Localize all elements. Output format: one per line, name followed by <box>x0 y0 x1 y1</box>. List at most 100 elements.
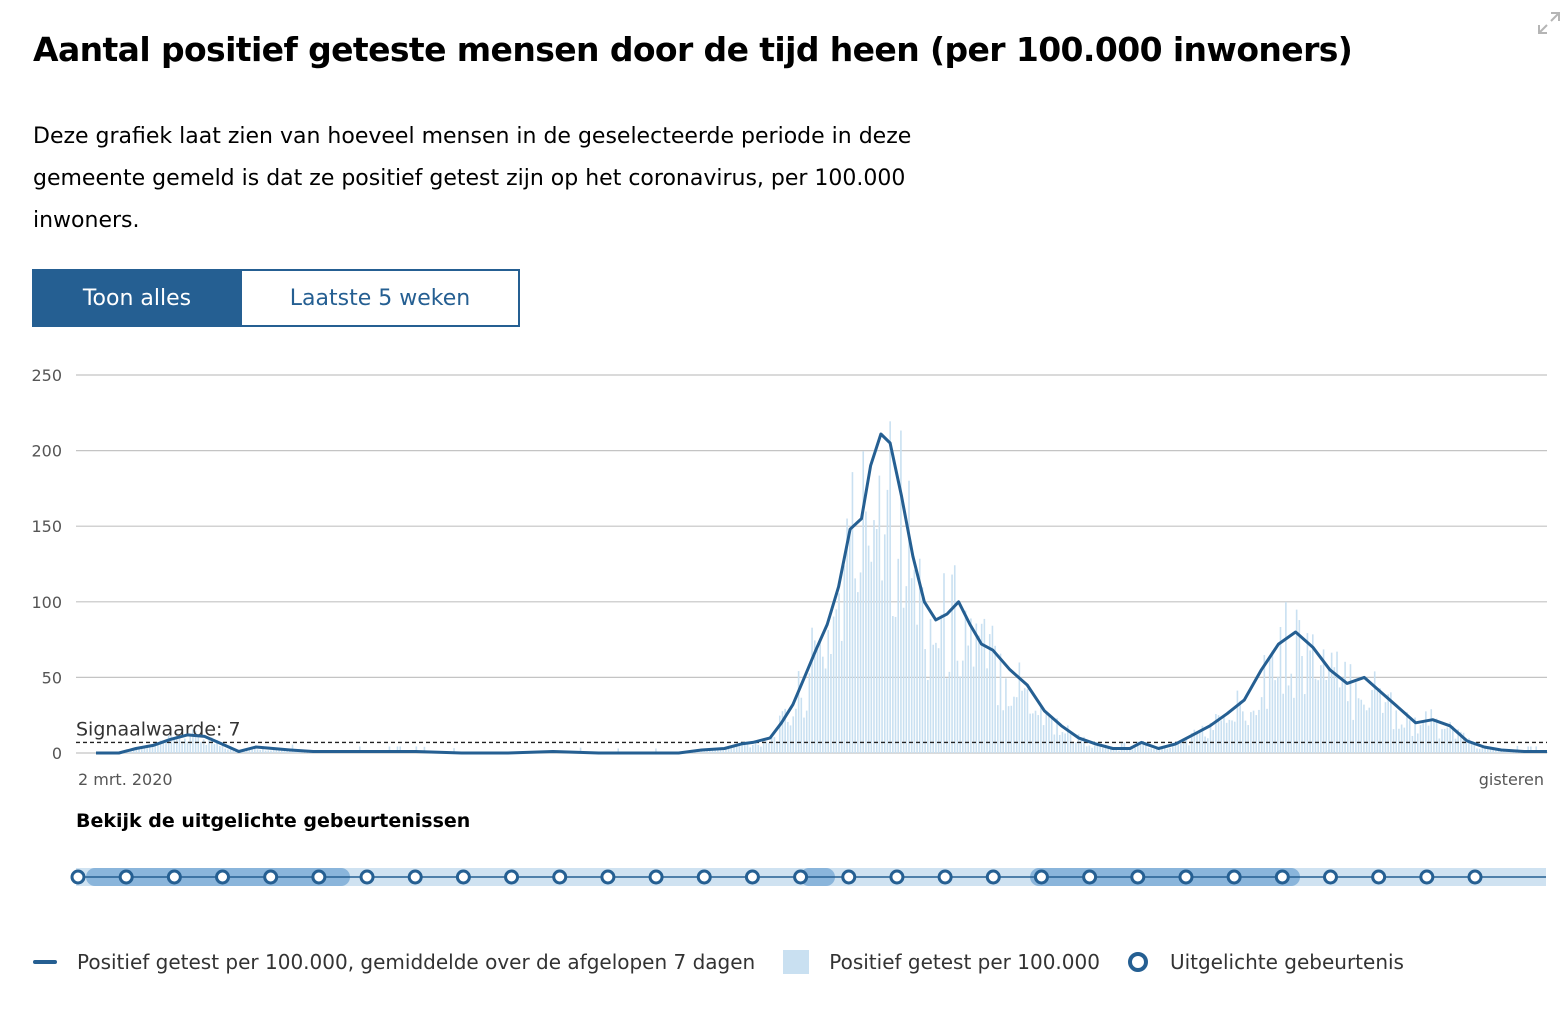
event-marker[interactable] <box>696 869 712 885</box>
daily-bar <box>964 610 967 753</box>
event-marker[interactable] <box>1467 869 1483 885</box>
daily-bar <box>235 751 237 753</box>
event-marker[interactable] <box>648 869 664 885</box>
event-marker[interactable] <box>1130 869 1146 885</box>
daily-bar <box>1142 741 1144 753</box>
event-marker[interactable] <box>1226 869 1242 885</box>
laatste-5-weken-button[interactable]: Laatste 5 weken <box>242 269 520 327</box>
daily-bar <box>875 529 878 753</box>
daily-bar <box>210 737 213 753</box>
daily-bar <box>184 738 186 753</box>
event-marker[interactable] <box>1082 869 1098 885</box>
daily-bar <box>1231 720 1233 753</box>
daily-bar <box>248 748 251 753</box>
average-line <box>96 432 1547 755</box>
event-marker[interactable] <box>359 869 375 885</box>
event-marker[interactable] <box>263 869 279 885</box>
daily-bar <box>1201 725 1204 753</box>
daily-bar <box>1196 733 1198 753</box>
daily-bar <box>229 749 232 753</box>
daily-bar <box>1013 696 1015 753</box>
x-end-label: gisteren <box>1478 770 1544 789</box>
daily-bar <box>749 747 751 753</box>
daily-bar <box>149 745 151 753</box>
daily-bar <box>388 746 391 753</box>
daily-bar <box>219 746 221 753</box>
event-marker[interactable] <box>793 869 809 885</box>
event-marker[interactable] <box>215 869 231 885</box>
daily-bar <box>1433 721 1435 753</box>
daily-bar <box>816 645 819 753</box>
event-marker[interactable] <box>552 869 568 885</box>
daily-bar <box>819 638 821 753</box>
event-marker[interactable] <box>70 869 86 885</box>
daily-bar <box>1236 690 1239 753</box>
daily-bar <box>778 715 781 753</box>
daily-bar <box>881 580 883 753</box>
event-marker[interactable] <box>985 869 1001 885</box>
daily-bar <box>278 748 280 753</box>
events-timeline[interactable] <box>0 855 1564 900</box>
daily-bar <box>1252 710 1255 753</box>
daily-bar <box>1314 678 1317 753</box>
event-marker[interactable] <box>407 869 423 885</box>
event-marker[interactable] <box>1371 869 1387 885</box>
event-marker[interactable] <box>504 869 520 885</box>
daily-bar <box>1091 747 1093 753</box>
daily-bar <box>1352 719 1354 753</box>
daily-bar <box>703 751 706 753</box>
daily-bar <box>822 656 824 753</box>
daily-bar <box>735 745 738 753</box>
daily-bar <box>280 749 283 753</box>
event-marker[interactable] <box>166 869 182 885</box>
daily-bar <box>983 618 986 753</box>
daily-bar <box>999 653 1002 753</box>
daily-bar <box>1295 609 1298 753</box>
daily-bar <box>897 558 900 753</box>
daily-bar <box>1169 747 1171 753</box>
daily-bar <box>1416 733 1419 753</box>
chart-area: 0 50 100 150 200 250 Signaalwaarde: 7 <box>31 366 1548 763</box>
event-marker[interactable] <box>455 869 471 885</box>
period-toggle: Toon alles Laatste 5 weken <box>32 269 520 327</box>
daily-bar <box>959 676 961 753</box>
daily-bar <box>1285 601 1287 753</box>
daily-bar <box>186 741 189 753</box>
event-marker[interactable] <box>600 869 616 885</box>
daily-bar <box>1002 710 1005 753</box>
expand-icon[interactable] <box>1536 10 1562 36</box>
daily-bar <box>130 751 132 753</box>
daily-bar <box>948 671 951 753</box>
daily-bar <box>157 744 159 753</box>
daily-bar <box>396 746 399 753</box>
daily-bar <box>800 697 803 753</box>
event-marker[interactable] <box>889 869 905 885</box>
daily-bar <box>1276 676 1279 753</box>
daily-bar <box>1034 710 1037 753</box>
event-marker[interactable] <box>744 869 760 885</box>
event-marker[interactable] <box>311 869 327 885</box>
daily-bar <box>1131 749 1134 753</box>
event-marker[interactable] <box>1274 869 1290 885</box>
event-marker[interactable] <box>1033 869 1049 885</box>
daily-bar <box>1320 665 1322 753</box>
daily-bar <box>797 671 800 753</box>
event-marker[interactable] <box>118 869 134 885</box>
daily-bar <box>967 645 970 753</box>
daily-bar <box>272 748 275 753</box>
daily-bar <box>1193 729 1196 753</box>
legend-line-label: Positief getest per 100.000, gemiddelde … <box>77 950 756 974</box>
daily-bar <box>1301 656 1303 753</box>
event-marker[interactable] <box>1178 869 1194 885</box>
event-marker[interactable] <box>937 869 953 885</box>
daily-bar <box>929 619 932 753</box>
events-title: Bekijk de uitgelichte gebeurtenissen <box>76 810 471 832</box>
toon-alles-button[interactable]: Toon alles <box>32 269 242 327</box>
daily-bar <box>1007 706 1010 753</box>
daily-bar <box>399 746 401 753</box>
event-marker[interactable] <box>1322 869 1338 885</box>
daily-bar <box>1126 748 1128 753</box>
event-marker[interactable] <box>1419 869 1435 885</box>
event-marker[interactable] <box>841 869 857 885</box>
daily-bar <box>1282 693 1284 753</box>
